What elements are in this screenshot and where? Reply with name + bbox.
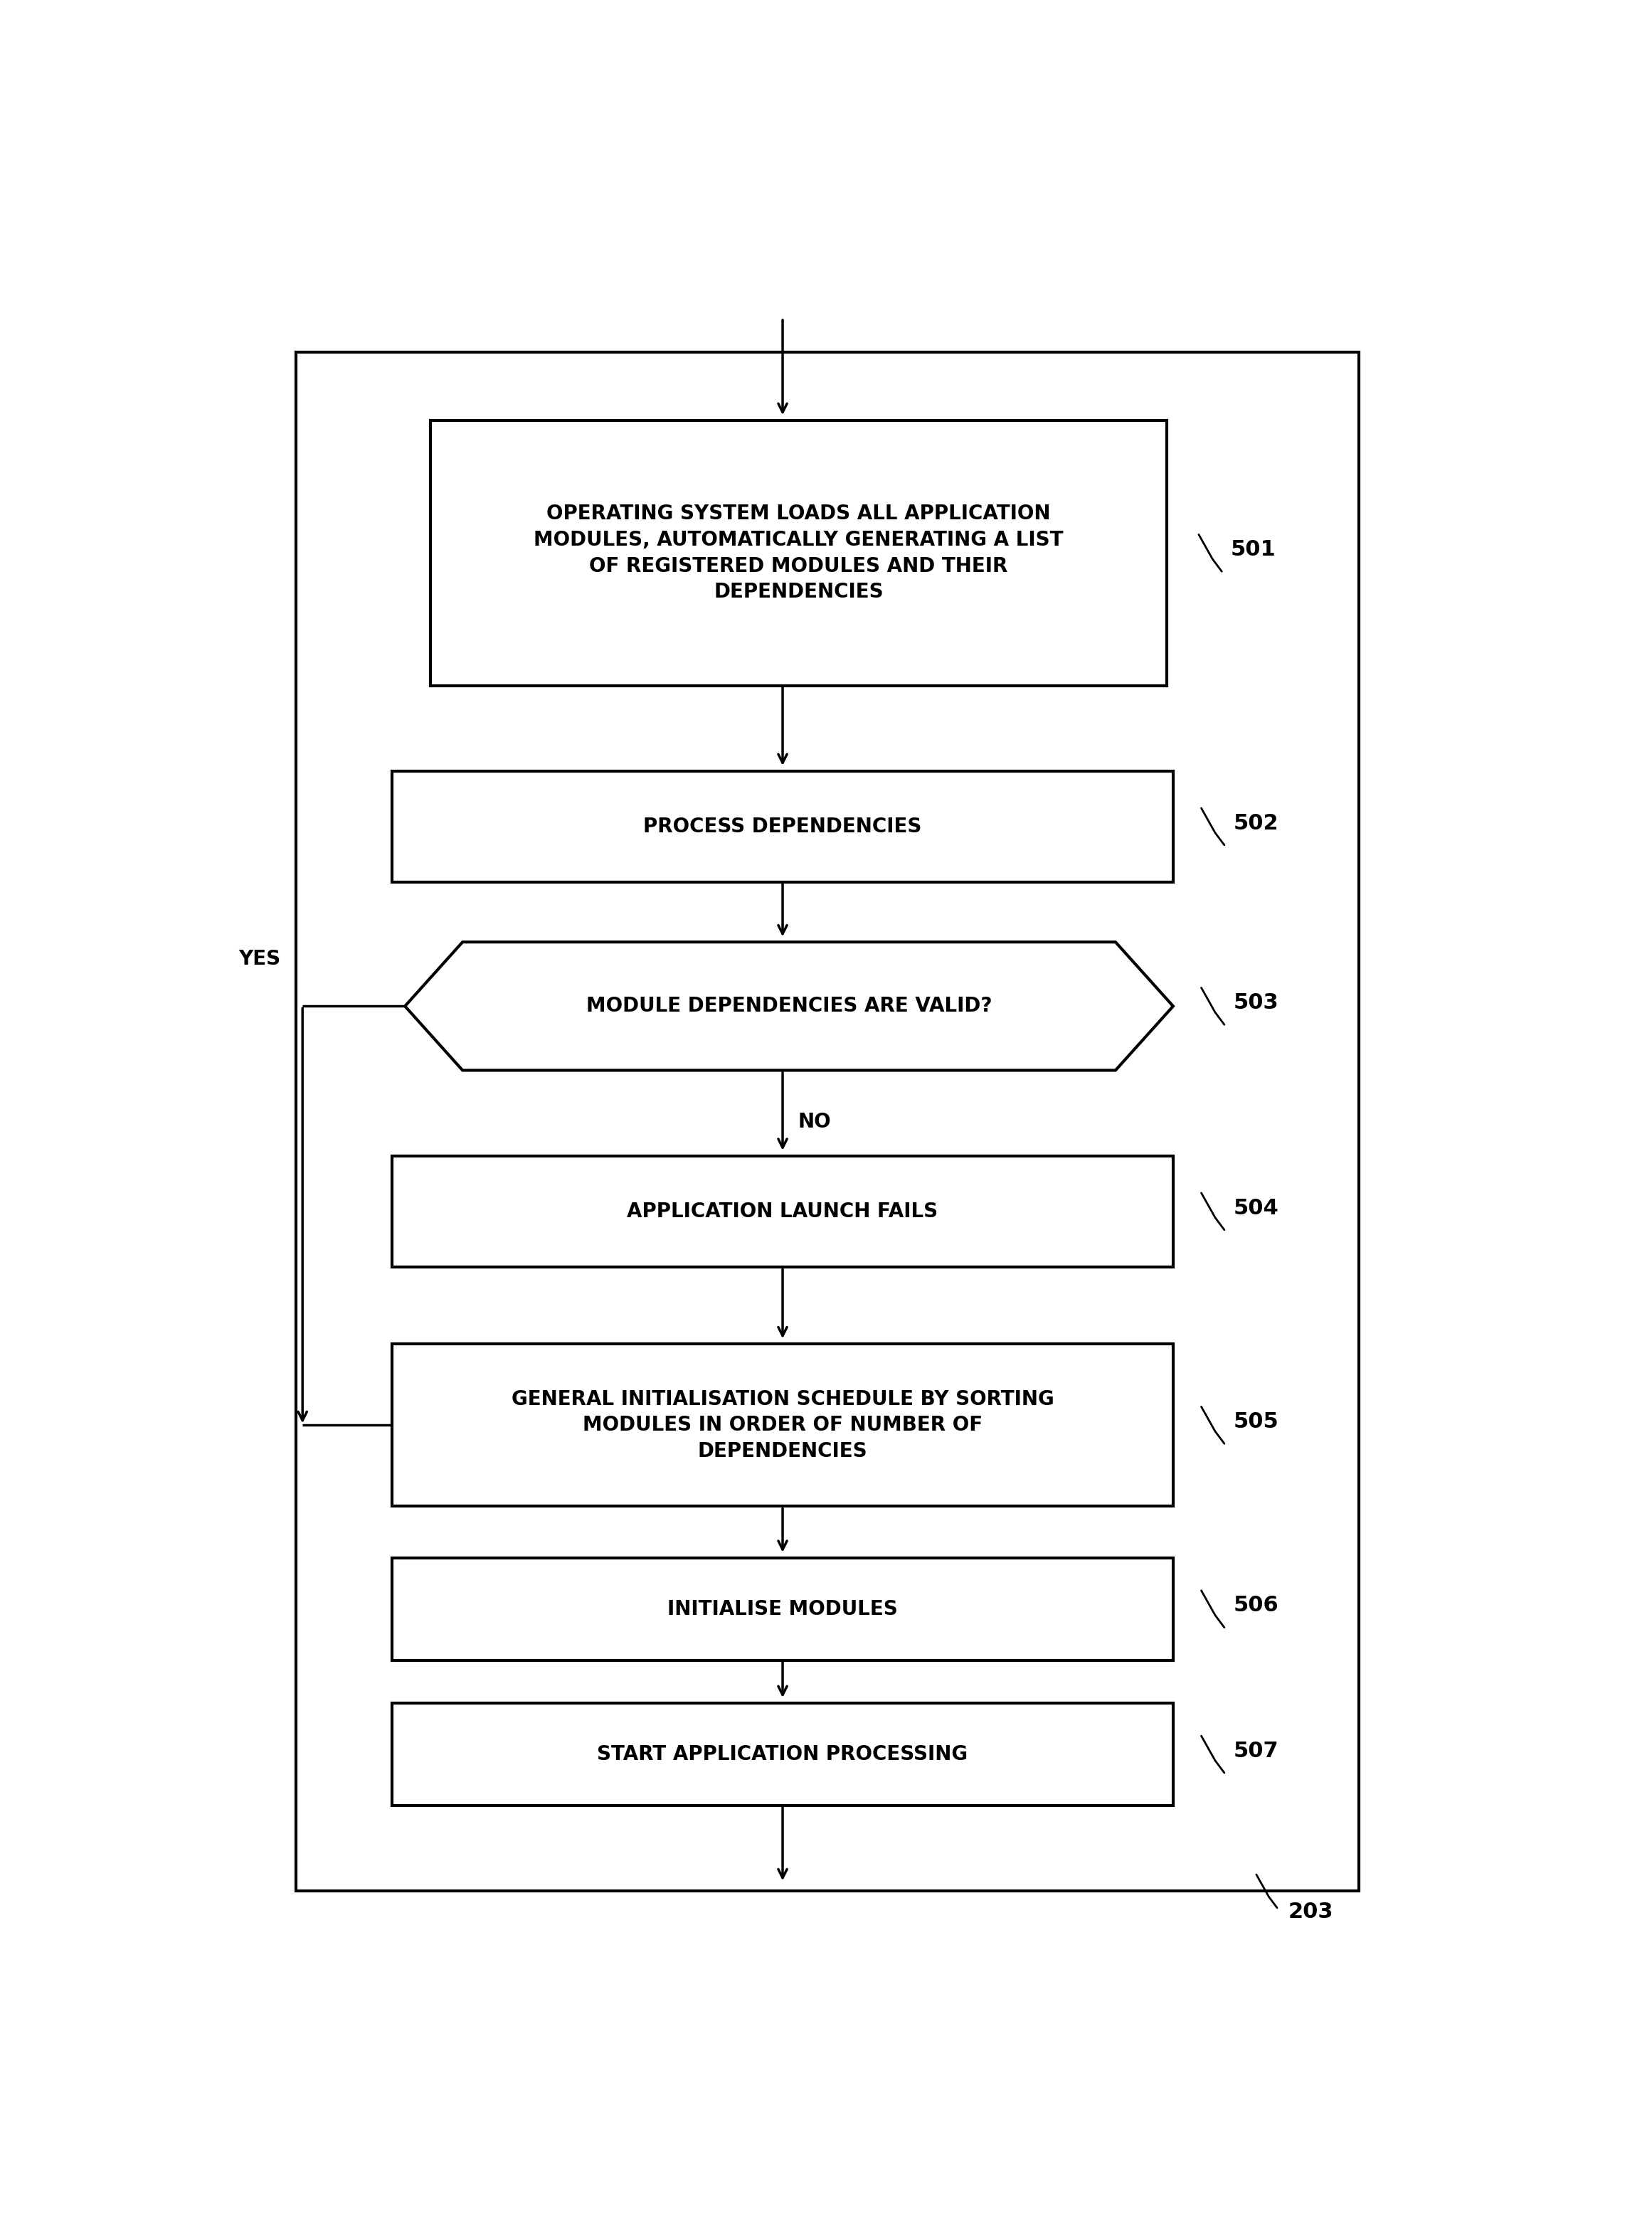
- Text: OPERATING SYSTEM LOADS ALL APPLICATION
MODULES, AUTOMATICALLY GENERATING A LIST
: OPERATING SYSTEM LOADS ALL APPLICATION M…: [534, 504, 1064, 602]
- Bar: [392, 1155, 1173, 1266]
- Text: 502: 502: [1234, 813, 1279, 833]
- Bar: [392, 1344, 1173, 1506]
- Text: GENERAL INITIALISATION SCHEDULE BY SORTING
MODULES IN ORDER OF NUMBER OF
DEPENDE: GENERAL INITIALISATION SCHEDULE BY SORTI…: [512, 1388, 1054, 1461]
- Bar: [392, 771, 1173, 882]
- Text: APPLICATION LAUNCH FAILS: APPLICATION LAUNCH FAILS: [628, 1202, 938, 1222]
- Text: 203: 203: [1289, 1901, 1333, 1921]
- Bar: [431, 420, 1166, 686]
- Text: 503: 503: [1234, 993, 1279, 1013]
- Bar: [392, 1704, 1173, 1806]
- Text: START APPLICATION PROCESSING: START APPLICATION PROCESSING: [598, 1743, 968, 1763]
- Text: 506: 506: [1234, 1595, 1279, 1617]
- Text: MODULE DEPENDENCIES ARE VALID?: MODULE DEPENDENCIES ARE VALID?: [586, 997, 991, 1017]
- Bar: [296, 351, 1358, 1892]
- Text: YES: YES: [238, 948, 281, 968]
- Text: 507: 507: [1234, 1741, 1279, 1761]
- Text: 505: 505: [1234, 1410, 1279, 1433]
- Polygon shape: [405, 942, 1173, 1071]
- Text: INITIALISE MODULES: INITIALISE MODULES: [667, 1599, 897, 1619]
- Text: 504: 504: [1234, 1197, 1279, 1219]
- Text: PROCESS DEPENDENCIES: PROCESS DEPENDENCIES: [643, 817, 922, 837]
- Text: NO: NO: [798, 1113, 831, 1130]
- Bar: [392, 1557, 1173, 1661]
- Text: 501: 501: [1231, 540, 1275, 560]
